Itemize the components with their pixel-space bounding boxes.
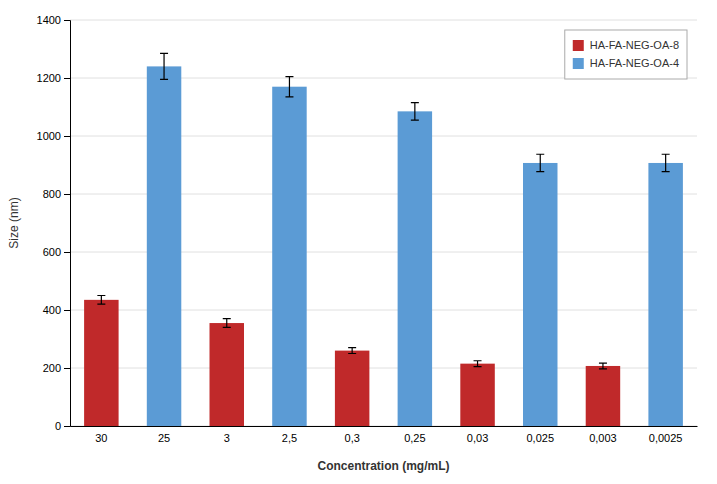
grid-line — [70, 20, 697, 21]
error-bar — [599, 363, 607, 369]
tick-label: 30 — [95, 432, 107, 444]
tick-mark — [64, 20, 70, 21]
tick-label: 600 — [43, 246, 61, 258]
bar — [460, 364, 494, 426]
error-bar — [348, 348, 356, 354]
tick: 0,025 — [526, 432, 554, 444]
tick-label: 0,03 — [467, 432, 488, 444]
tick-label: 0,0025 — [649, 432, 683, 444]
bar — [84, 300, 118, 426]
legend-label: HA-FA-NEG-OA-4 — [590, 57, 679, 69]
tick: 1400 — [37, 14, 70, 26]
tick: 0,25 — [404, 432, 425, 444]
tick-label: 3 — [224, 432, 230, 444]
marks — [84, 53, 683, 426]
bar — [210, 323, 244, 426]
bar — [523, 163, 557, 426]
tick: 1000 — [37, 130, 70, 142]
chart: 0 200 400 600 800 1000 1200 1400 30 25 3 2,5 0,3 0,25… — [0, 0, 717, 484]
tick-label: 0,003 — [589, 432, 617, 444]
tick-label: 2,5 — [282, 432, 297, 444]
bar — [648, 163, 682, 426]
tick-label: 25 — [158, 432, 170, 444]
x-axis: 30 25 3 2,5 0,3 0,25 0,03 0,025 0,003 0,0025 — [71, 427, 698, 444]
error-bar — [223, 319, 231, 328]
tick: 0,03 — [467, 432, 488, 444]
bar — [147, 66, 181, 426]
legend-item: HA-FA-NEG-OA-8 — [573, 39, 679, 51]
tick: 25 — [158, 432, 170, 444]
bar-series — [147, 53, 683, 426]
tick: 1200 — [37, 72, 70, 84]
error-bar — [474, 361, 482, 367]
y-axis: 0 200 400 600 800 1000 1200 1400 — [37, 14, 71, 432]
tick: 0,3 — [345, 432, 360, 444]
legend-swatch — [573, 40, 584, 51]
legend-box — [565, 30, 687, 79]
tick: 0 — [55, 420, 70, 432]
legend-label: HA-FA-NEG-OA-8 — [590, 39, 679, 51]
legend-item: HA-FA-NEG-OA-4 — [573, 57, 679, 69]
tick-label: 0,025 — [526, 432, 554, 444]
error-bar — [536, 154, 544, 171]
tick-mark — [64, 368, 70, 369]
error-bar — [285, 77, 293, 97]
plot: 0 200 400 600 800 1000 1200 1400 30 25 3 2,5 0,3 0,25… — [37, 14, 698, 444]
tick-mark — [64, 194, 70, 195]
tick: 600 — [43, 246, 70, 258]
error-bar — [97, 296, 105, 305]
error-bar — [662, 154, 670, 171]
tick-mark — [64, 136, 70, 137]
axis-line — [71, 426, 698, 427]
tick: 800 — [43, 188, 70, 200]
bar — [398, 111, 432, 426]
legend: HA-FA-NEG-OA-8 HA-FA-NEG-OA-4 — [565, 30, 687, 79]
grid — [70, 20, 697, 426]
tick-label: 0,3 — [345, 432, 360, 444]
axis-line — [64, 21, 71, 427]
tick: 0,003 — [589, 432, 617, 444]
tick-label: 200 — [43, 362, 61, 374]
tick-mark — [64, 310, 70, 311]
legend-swatch — [573, 58, 584, 69]
tick-label: 800 — [43, 188, 61, 200]
tick: 3 — [224, 432, 230, 444]
tick-mark — [64, 426, 70, 427]
tick: 0,0025 — [649, 432, 683, 444]
tick-mark — [64, 78, 70, 79]
bar — [335, 351, 369, 426]
tick-label: 1400 — [37, 14, 61, 26]
tick: 30 — [95, 432, 107, 444]
error-bar — [160, 53, 168, 79]
y-axis-title: Size (nm) — [7, 197, 21, 248]
error-bar — [411, 103, 419, 120]
tick-label: 1200 — [37, 72, 61, 84]
x-axis-title: Concentration (mg/mL) — [318, 459, 450, 473]
tick: 200 — [43, 362, 70, 374]
bar — [272, 87, 306, 426]
tick-mark — [64, 252, 70, 253]
tick: 2,5 — [282, 432, 297, 444]
bar — [586, 366, 620, 426]
tick-label: 0 — [55, 420, 61, 432]
tick-label: 1000 — [37, 130, 61, 142]
tick-label: 400 — [43, 304, 61, 316]
tick-label: 0,25 — [404, 432, 425, 444]
tick: 400 — [43, 304, 70, 316]
